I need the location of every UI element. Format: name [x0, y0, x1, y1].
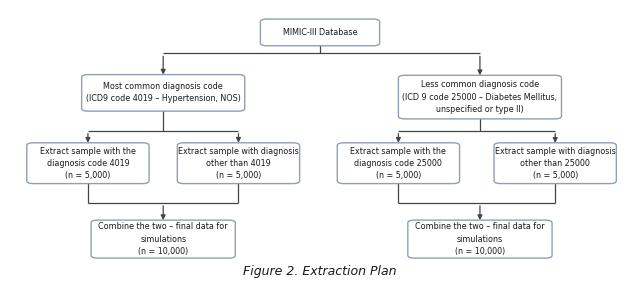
- FancyBboxPatch shape: [337, 143, 460, 184]
- FancyBboxPatch shape: [494, 143, 616, 184]
- Text: Extract sample with diagnosis
other than 25000
(n = 5,000): Extract sample with diagnosis other than…: [495, 147, 616, 180]
- Text: Extract sample with the
diagnosis code 25000
(n = 5,000): Extract sample with the diagnosis code 2…: [351, 147, 446, 180]
- FancyBboxPatch shape: [408, 220, 552, 258]
- Text: Extract sample with diagnosis
other than 4019
(n = 5,000): Extract sample with diagnosis other than…: [178, 147, 299, 180]
- Text: Most common diagnosis code
(ICD9 code 4019 – Hypertension, NOS): Most common diagnosis code (ICD9 code 40…: [86, 82, 241, 103]
- Text: Combine the two – final data for
simulations
(n = 10,000): Combine the two – final data for simulat…: [99, 222, 228, 256]
- Text: Figure 2. Extraction Plan: Figure 2. Extraction Plan: [243, 265, 397, 278]
- FancyBboxPatch shape: [27, 143, 149, 184]
- Text: Less common diagnosis code
(ICD 9 code 25000 – Diabetes Mellitus,
unspecified or: Less common diagnosis code (ICD 9 code 2…: [403, 80, 557, 114]
- FancyBboxPatch shape: [82, 75, 244, 111]
- FancyBboxPatch shape: [398, 75, 561, 119]
- FancyBboxPatch shape: [91, 220, 236, 258]
- FancyBboxPatch shape: [177, 143, 300, 184]
- Text: Combine the two – final data for
simulations
(n = 10,000): Combine the two – final data for simulat…: [415, 222, 545, 256]
- Text: Extract sample with the
diagnosis code 4019
(n = 5,000): Extract sample with the diagnosis code 4…: [40, 147, 136, 180]
- Text: MIMIC-III Database: MIMIC-III Database: [283, 28, 357, 37]
- FancyBboxPatch shape: [260, 19, 380, 46]
